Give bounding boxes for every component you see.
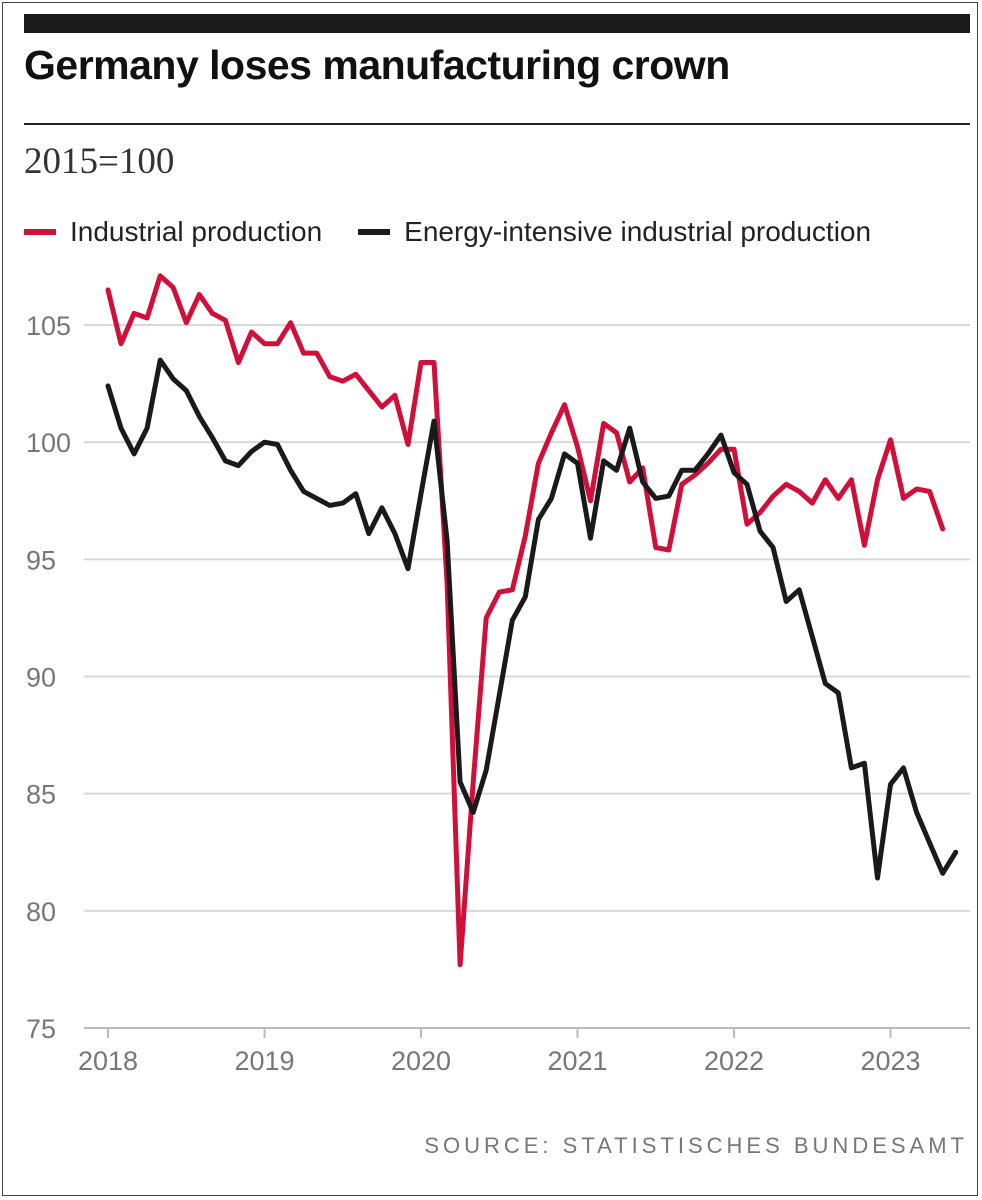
x-tick-label-2021: 2021 bbox=[547, 1046, 607, 1076]
y-tick-label-80: 80 bbox=[26, 897, 56, 927]
chart-title: Germany loses manufacturing crown bbox=[24, 42, 730, 88]
y-tick-label-90: 90 bbox=[26, 663, 56, 693]
title-rule bbox=[24, 123, 970, 125]
y-tick-label-75: 75 bbox=[26, 1014, 56, 1044]
series-line-energy-intensive-production bbox=[105, 357, 959, 881]
y-tick-label-95: 95 bbox=[26, 545, 56, 575]
y-tick-label-100: 100 bbox=[26, 428, 71, 458]
legend-swatch-black bbox=[358, 229, 391, 235]
x-tick-label-2023: 2023 bbox=[860, 1046, 920, 1076]
line-chart: 75 80 85 90 95 100 105 2018 2019 2020 2021 2022 2023 bbox=[26, 273, 970, 1076]
legend-item-industrial: Industrial production bbox=[24, 216, 322, 248]
legend-swatch-red bbox=[24, 229, 56, 235]
x-tick-label-2019: 2019 bbox=[234, 1046, 294, 1076]
source-note: SOURCE: STATISTISCHES BUNDESAMT bbox=[424, 1133, 968, 1158]
y-tick-label-85: 85 bbox=[26, 780, 56, 810]
x-tick-label-2022: 2022 bbox=[704, 1046, 764, 1076]
y-tick-label-105: 105 bbox=[26, 311, 71, 341]
legend-label-industrial: Industrial production bbox=[70, 216, 323, 247]
x-tick-label-2020: 2020 bbox=[391, 1046, 451, 1076]
legend-item-energy-intensive: Energy-intensive industrial production bbox=[358, 216, 871, 248]
header-bar bbox=[24, 14, 970, 33]
legend: Industrial production Energy-intensive i… bbox=[24, 212, 907, 252]
series-line-industrial-production bbox=[105, 273, 946, 968]
legend-label-energy-intensive: Energy-intensive industrial production bbox=[404, 216, 872, 247]
x-tick-label-2018: 2018 bbox=[78, 1046, 138, 1076]
chart-subtitle: 2015=100 bbox=[24, 141, 175, 182]
